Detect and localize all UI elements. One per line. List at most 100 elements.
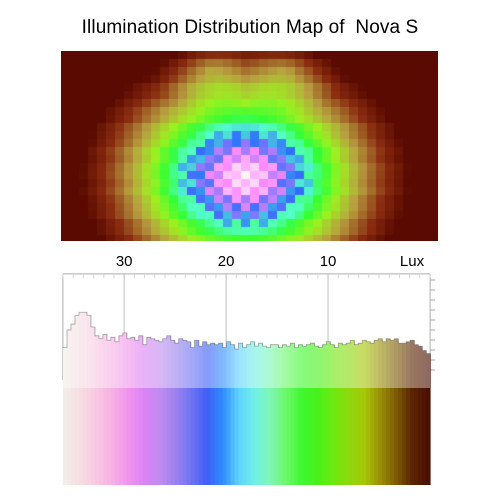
histogram-bar-top — [174, 343, 180, 388]
histogram-bar — [354, 344, 359, 485]
histogram-bar-top — [266, 347, 272, 388]
histogram-bar-top — [278, 347, 284, 388]
histogram-bar — [398, 343, 403, 485]
histogram-bar-top — [162, 338, 168, 388]
histogram-bar-top — [366, 341, 371, 388]
histogram-bar-top — [86, 315, 92, 388]
histogram-bar — [350, 340, 355, 485]
histogram-bar-top — [214, 344, 220, 388]
histogram-bar-top — [110, 337, 116, 388]
histogram-bar — [282, 344, 287, 485]
histogram-bar — [258, 343, 264, 485]
histogram-bar-top — [402, 343, 407, 388]
histogram-bar — [162, 338, 168, 485]
histogram-bar-top — [178, 338, 184, 388]
histogram-bar — [186, 341, 192, 485]
histogram-bar — [166, 335, 172, 485]
histogram-bar-top — [242, 347, 248, 388]
histogram-bar-top — [330, 344, 335, 388]
histogram-bar-top — [146, 337, 152, 388]
histogram-bar-top — [270, 344, 276, 388]
histogram-bar-top — [318, 347, 323, 388]
histogram-bar — [198, 346, 204, 485]
histogram-bar — [94, 335, 100, 485]
histogram-bar-top — [426, 353, 431, 388]
histogram-bar — [270, 344, 276, 485]
histogram-bar — [138, 335, 144, 485]
histogram-bar — [82, 312, 88, 485]
histogram-bar-top — [90, 327, 96, 388]
histogram-bar — [214, 344, 220, 485]
histogram-bar — [74, 315, 80, 485]
histogram-bar — [102, 334, 108, 485]
histogram-bar — [98, 338, 104, 485]
histogram-bar — [334, 347, 339, 485]
histogram-bar-top — [350, 340, 355, 388]
histogram-bar-top — [78, 312, 84, 388]
histogram-bar-top — [346, 343, 351, 388]
histogram-bar-top — [166, 335, 172, 388]
histogram-bar-top — [206, 344, 212, 388]
histogram-bar — [78, 312, 84, 485]
histogram-bar-top — [94, 335, 100, 388]
histogram-bar-top — [66, 329, 72, 388]
histogram-bar — [278, 347, 284, 485]
histogram-bar-top — [126, 338, 132, 388]
histogram-bar-top — [218, 343, 224, 388]
histogram-bar-top — [298, 344, 303, 388]
histogram-bar — [306, 344, 311, 485]
histogram-bar-top — [398, 343, 403, 388]
histogram-bar — [226, 341, 232, 485]
histogram-bar-top — [134, 340, 140, 388]
histogram-bar — [218, 343, 224, 485]
histogram-bar-top — [306, 344, 311, 388]
axis-unit-label: Lux — [400, 253, 425, 270]
histogram-bar — [394, 338, 399, 485]
histogram-bar — [178, 338, 184, 485]
histogram-bar — [238, 343, 244, 485]
histogram-bar-top — [130, 337, 136, 388]
histogram-bar — [230, 344, 236, 485]
histogram-bar-top — [98, 338, 104, 388]
histogram-bar-top — [382, 341, 387, 388]
histogram-bar — [286, 346, 291, 485]
histogram-bar-top — [114, 341, 120, 388]
histogram-bar-top — [70, 324, 76, 388]
histogram-bar — [262, 346, 268, 485]
histogram-bar — [426, 353, 431, 485]
histogram-bar-top — [170, 340, 176, 388]
histogram-bar-top — [238, 343, 244, 388]
histogram-bar — [302, 346, 307, 485]
histogram-bar — [86, 315, 92, 485]
histogram-bar — [182, 340, 188, 485]
histogram-bar-top — [122, 332, 128, 388]
histogram-bar-top — [302, 346, 307, 388]
histogram-outline — [63, 311, 430, 354]
histogram-bar-top — [310, 343, 315, 388]
histogram-bar — [246, 344, 252, 485]
histogram-bar-top — [226, 341, 232, 388]
histogram-bar — [114, 341, 120, 485]
histogram-bar — [210, 343, 216, 485]
histogram-bar — [126, 338, 132, 485]
histogram-bar — [122, 332, 128, 485]
histogram-bar — [154, 340, 160, 485]
upper-wash — [63, 274, 430, 388]
histogram-bar-top — [370, 343, 375, 388]
histogram-bar-top — [142, 344, 148, 388]
histogram-bar-top — [82, 312, 88, 388]
histogram-bar-top — [386, 338, 391, 388]
histogram-bar-top — [354, 344, 359, 388]
histogram-bar-top — [362, 340, 367, 388]
histogram-bar-top — [194, 340, 200, 388]
histogram-bar-top — [254, 346, 260, 388]
histogram-bar-top — [154, 340, 160, 388]
histogram-bar-top — [326, 341, 331, 388]
histogram-bar — [266, 347, 272, 485]
histogram-bar-top — [198, 346, 204, 388]
histogram-bar — [290, 343, 295, 485]
lux-histogram: 30 20 10 Lux — [62, 253, 435, 485]
histogram-bar-top — [74, 315, 80, 388]
histogram-bar-top — [282, 344, 287, 388]
histogram-bar-top — [63, 347, 68, 388]
